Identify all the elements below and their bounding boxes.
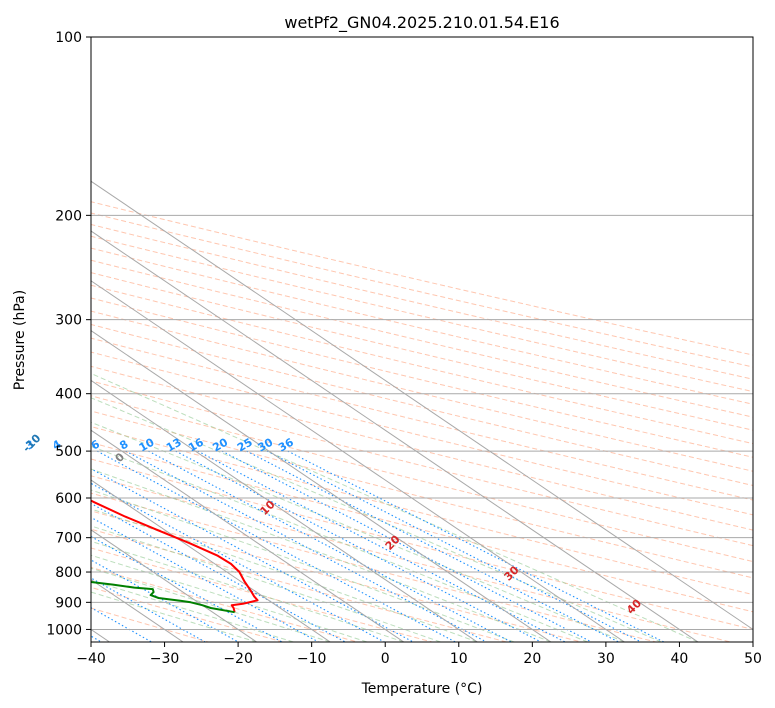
isotherm-gridline [91,230,699,642]
mixing-ratio-line [221,450,592,642]
moist-adiabat [91,554,368,642]
moist-adiabat [91,591,257,642]
moist-adiabat [91,579,294,642]
y-tick-label: 400 [55,387,82,403]
moist-adiabat [91,508,478,642]
isotherm-gridline [91,280,625,642]
mixing-ratio-line [91,577,206,642]
dry-adiabat [91,458,753,630]
x-tick-label: −30 [150,651,180,667]
x-tick-label: 0 [381,651,390,667]
mixing-ratio-line [125,450,487,642]
dry-adiabat [91,510,582,642]
dry-adiabat [91,351,753,516]
x-tick-label: 30 [597,651,615,667]
dry-adiabat [91,223,753,380]
dry-adiabat [91,247,753,405]
y-axis-label: Pressure (hPa) [12,290,28,390]
y-tick-label: 500 [55,444,82,460]
mixing-ratio-line [197,450,566,642]
dry-adiabat [91,212,753,368]
axis-ticks: −40 −30 −20 −10 0 10 20 30 40 50 100 200 300 400 500 60… [46,30,762,667]
dry-adiabat [91,426,753,596]
chart-title: wetPf2_GN04.2025.210.01.54.E16 [284,13,559,33]
moist-adiabat [91,525,441,642]
moist-adiabat [91,397,662,642]
x-tick-label: 50 [744,651,762,667]
isotherm-gridline [91,379,478,642]
dry-adiabat [91,566,358,642]
isotherm-gridline [91,429,405,642]
isotherm-gridline [91,479,331,642]
y-tick-label: 100 [55,30,82,46]
dry-adiabat [91,586,283,642]
mixing-ratio-line [175,450,542,642]
x-tick-label: 10 [450,651,468,667]
y-tick-label: 600 [55,491,82,507]
moist-adiabat [91,445,588,642]
isotherm-gridline [91,180,753,631]
moist-adiabat [91,421,625,642]
x-tick-label: 20 [523,651,541,667]
dry-adiabat [91,380,753,547]
y-tick-label: 200 [55,208,82,224]
y-tick-label: 800 [55,565,82,581]
profile-lines [91,499,259,614]
mixing-ratio-line [91,482,385,642]
dry-adiabat [91,475,731,642]
dry-adiabat [91,235,753,393]
temperature-line [91,499,259,613]
dry-adiabat [91,337,753,501]
mixing-ratio-line [91,535,283,642]
x-axis-label: Temperature (°C) [361,681,483,697]
x-tick-label: −20 [223,651,253,667]
dry-adiabat [91,410,753,579]
mixing-ratio-line [91,502,346,642]
y-tick-label: 300 [55,313,82,329]
moist-adiabat [91,468,552,642]
dry-adiabat [91,395,753,563]
y-tick-label: 1000 [46,622,82,638]
isotherm-gridline [91,330,552,642]
y-tick-label: 900 [55,595,82,611]
dry-adiabat [91,365,753,531]
y-tick-label: 700 [55,531,82,547]
x-tick-label: −10 [297,651,327,667]
x-tick-label: 40 [671,651,689,667]
dry-adiabat [91,528,507,642]
x-tick-label: −40 [76,651,106,667]
dry-adiabat [91,442,753,613]
plot-frame [90,36,754,643]
gridlines [91,37,753,642]
dry-adiabat [91,547,433,642]
isotherm-gridline [91,529,257,642]
dry-adiabat [91,492,656,642]
dry-adiabat [91,272,753,431]
